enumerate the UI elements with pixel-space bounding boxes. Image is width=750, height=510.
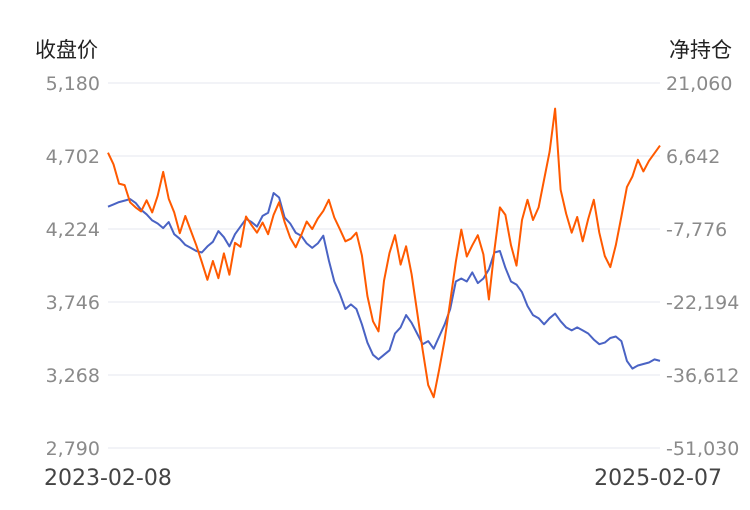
x-axis-end-label: 2025-02-07 [594,466,722,491]
right-axis-tick-label: -22,194 [666,292,739,314]
right-axis-ticks: 21,060 6,642 -7,776 -22,194 -36,612 -51,030 [666,73,739,460]
right-axis-tick-label: 6,642 [666,146,720,168]
left-axis-ticks: 5,180 4,702 4,224 3,746 3,268 2,790 [46,73,100,460]
left-axis-title: 收盘价 [35,38,98,62]
left-axis-tick-label: 4,224 [46,219,100,241]
right-axis-tick-label: 21,060 [666,73,732,95]
right-axis-title: 净持仓 [669,38,732,62]
left-axis-tick-label: 3,746 [46,292,100,314]
close-price-line [107,192,661,370]
left-axis-tick-label: 3,268 [46,365,100,387]
right-axis-tick-label: -51,030 [666,438,739,460]
left-axis-tick-label: 5,180 [46,73,100,95]
left-axis-tick-label: 2,790 [46,438,100,460]
net-position-line [107,107,661,399]
grid-lines [108,82,660,449]
series-lines [107,107,661,399]
right-axis-tick-label: -7,776 [666,219,727,241]
left-axis-tick-label: 4,702 [46,146,100,168]
x-axis-start-label: 2023-02-08 [44,466,172,491]
right-axis-tick-label: -36,612 [666,365,739,387]
